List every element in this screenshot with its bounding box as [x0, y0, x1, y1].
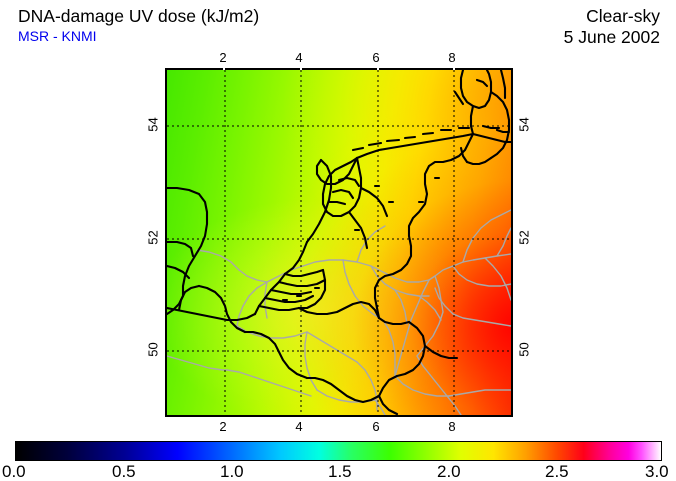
axis-left-tick-54: 54: [145, 117, 161, 132]
colorbar-tick-6: 3.0: [645, 462, 669, 481]
axis-left-tick-52: 52: [145, 230, 161, 245]
frame-tick-top-2: [223, 68, 225, 70]
axis-bottom-tick-6: 6: [372, 419, 380, 434]
axis-left-tick-50: 50: [145, 342, 161, 357]
header-right-group: Clear-sky 5 June 2002: [564, 5, 660, 47]
map-gridlines: [167, 70, 511, 415]
axis-right-tick-52: 52: [516, 230, 532, 245]
axis-bottom-tick-8: 8: [448, 419, 456, 434]
axis-top-tick-8: 8: [448, 50, 456, 65]
uv-dose-colorbar: [15, 441, 662, 461]
axis-right-tick-54: 54: [516, 117, 532, 132]
colorbar-tick-0: 0.0: [2, 462, 26, 481]
map-geography-layer: [167, 70, 511, 415]
colorbar-tick-labels: 0.0 0.5 1.0 1.5 2.0 2.5 3.0: [0, 463, 676, 481]
axis-left-tick-52-text: 52: [145, 230, 161, 245]
source-label: MSR - KNMI: [18, 28, 97, 44]
axis-left-tick-50-text: 50: [145, 342, 161, 357]
frame-tick-top-4: [300, 68, 302, 70]
uv-dose-map: [165, 68, 513, 417]
axis-right-tick-52-text: 52: [516, 230, 532, 245]
axis-right-tick-50-text: 50: [516, 342, 532, 357]
colorbar-tick-4: 2.0: [437, 462, 461, 481]
axis-right-tick-50: 50: [516, 342, 532, 357]
axis-top-tick-6: 6: [372, 50, 380, 65]
map-plot-area: [167, 70, 511, 415]
header-left-group: DNA-damage UV dose (kJ/m2) MSR - KNMI: [18, 5, 448, 45]
colorbar-tick-2: 1.0: [220, 462, 244, 481]
frame-tick-top-8: [453, 68, 455, 70]
colorbar-tick-1: 0.5: [112, 462, 136, 481]
map-date-label: 5 June 2002: [563, 27, 660, 47]
colorbar-tick-5: 2.5: [545, 462, 569, 481]
colorbar-group: 0.0 0.5 1.0 1.5 2.0 2.5 3.0: [0, 437, 676, 481]
page-title: DNA-damage UV dose (kJ/m2): [18, 6, 260, 26]
coastline-and-borders: [167, 70, 511, 415]
river-network: [167, 209, 511, 415]
axis-bottom-tick-2: 2: [219, 419, 227, 434]
sky-condition-label: Clear-sky: [586, 6, 660, 26]
frame-tick-top-6: [377, 68, 379, 70]
axis-left-tick-54-text: 54: [145, 117, 161, 132]
colorbar-tick-3: 1.5: [328, 462, 352, 481]
axis-top-tick-2: 2: [219, 50, 227, 65]
axis-top-tick-4: 4: [295, 50, 303, 65]
axis-bottom-tick-4: 4: [295, 419, 303, 434]
axis-right-tick-54-text: 54: [516, 117, 532, 132]
